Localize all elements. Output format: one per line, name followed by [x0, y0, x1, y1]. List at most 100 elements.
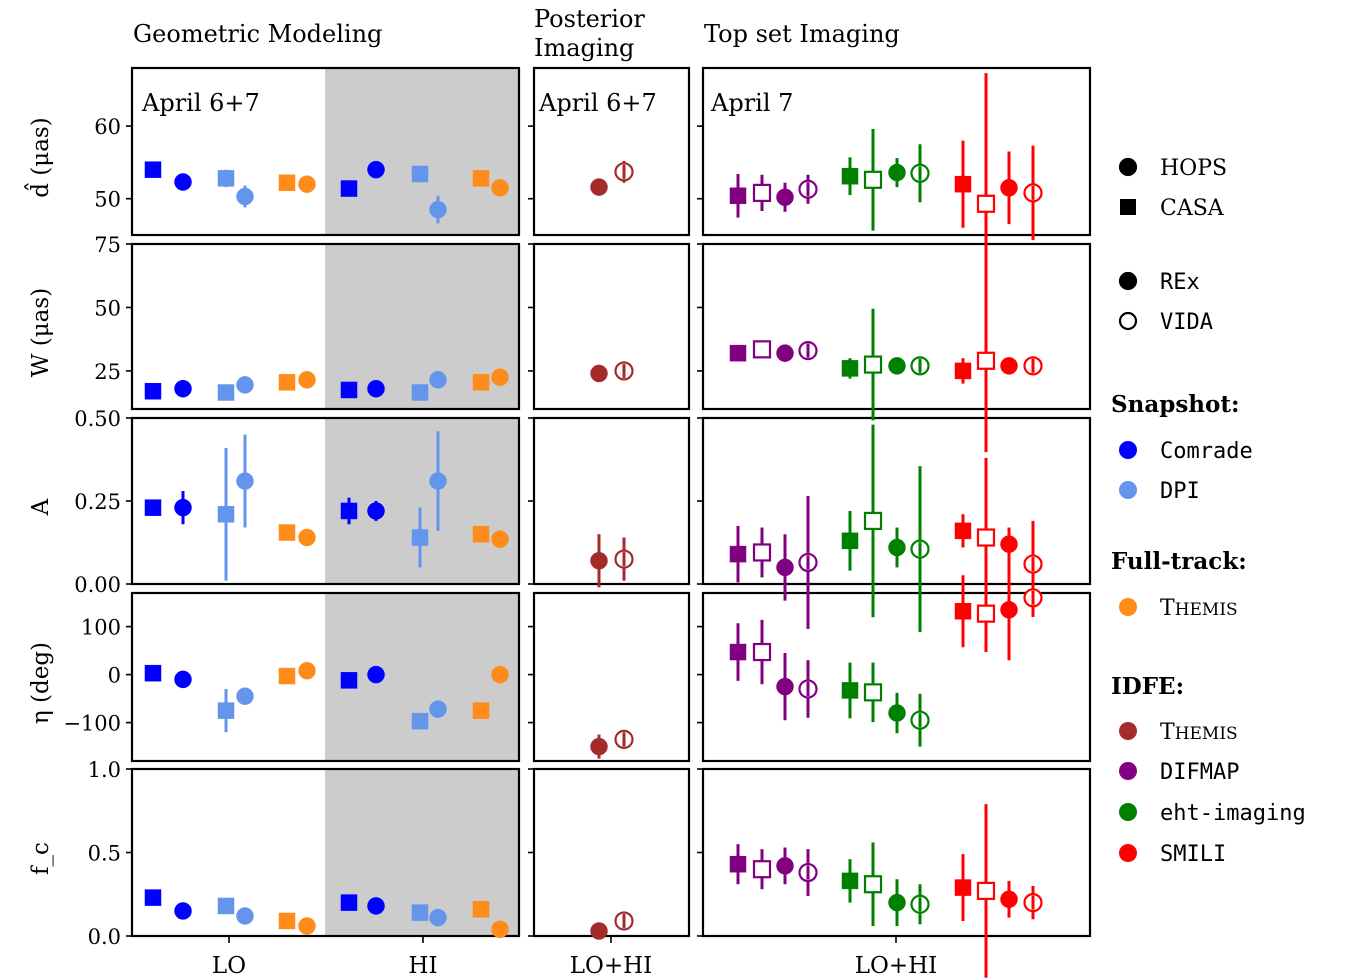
data-point — [729, 844, 747, 885]
data-point — [472, 170, 490, 187]
panel-frame — [532, 591, 691, 763]
data-point — [278, 667, 296, 685]
data-point — [614, 361, 634, 381]
y-axis-label: η (deg) — [28, 642, 54, 724]
data-point — [472, 374, 490, 391]
marker-square — [472, 702, 490, 719]
marker-square — [278, 374, 296, 391]
data-point — [491, 920, 509, 939]
marker-square — [729, 643, 747, 661]
data-point — [776, 847, 794, 885]
panel-r0-c2 — [697, 66, 1092, 237]
panel-r3-c2 — [697, 591, 1092, 763]
marker-circle — [429, 908, 447, 927]
panel-date-label: April 6+7 — [141, 89, 260, 117]
marker-square — [976, 604, 996, 623]
data-point — [491, 530, 509, 548]
panel-r2-c1 — [528, 416, 691, 586]
marker-circle — [236, 472, 254, 490]
marker-square — [411, 529, 429, 546]
data-point — [367, 665, 385, 684]
y-tick-label: 25 — [94, 360, 121, 384]
data-point — [590, 178, 608, 196]
marker-circle — [1000, 890, 1018, 909]
marker-circle — [1000, 601, 1018, 619]
data-point — [411, 507, 429, 568]
marker-square — [954, 879, 972, 896]
legend-heading: Full-track: — [1111, 548, 1247, 575]
marker-square — [278, 667, 296, 685]
data-point — [1023, 145, 1043, 241]
panel-r1-c2 — [697, 242, 1092, 411]
data-point — [798, 496, 818, 629]
marker-square — [976, 528, 996, 547]
data-point — [278, 524, 296, 541]
marker-square — [976, 881, 996, 901]
data-point — [174, 173, 192, 191]
marker-circle — [298, 175, 316, 193]
data-point — [1000, 151, 1018, 225]
data-point — [174, 902, 192, 920]
legend-label: DPI — [1160, 479, 1200, 504]
data-point — [340, 381, 358, 399]
legend-color-marker — [1119, 762, 1137, 780]
data-point — [910, 884, 930, 925]
marker-square — [752, 340, 772, 359]
data-point — [841, 157, 859, 196]
marker-square — [863, 170, 883, 189]
marker-square — [729, 545, 747, 563]
data-point — [217, 169, 235, 188]
marker-circle — [367, 160, 385, 179]
marker-square — [841, 167, 859, 185]
data-point — [954, 575, 972, 648]
panel-frame — [532, 66, 691, 237]
data-point — [491, 368, 509, 387]
legend-label: DIFMAP — [1160, 760, 1239, 785]
marker-square — [752, 860, 772, 879]
panel-r2-c2 — [697, 416, 1092, 586]
legend-label: Comrade — [1160, 439, 1253, 464]
data-point — [976, 575, 996, 653]
marker-circle — [429, 200, 447, 219]
marker-circle — [1000, 179, 1018, 197]
marker-square — [729, 855, 747, 873]
marker-circle — [491, 179, 509, 197]
y-axis-label: W (μas) — [28, 288, 54, 377]
data-point — [888, 879, 906, 926]
data-point — [144, 382, 162, 400]
data-point — [798, 341, 818, 361]
marker-square — [411, 165, 429, 183]
marker-square — [863, 511, 883, 531]
data-point — [491, 665, 509, 684]
data-point — [1000, 527, 1018, 561]
data-point — [298, 917, 316, 935]
data-point — [798, 174, 818, 204]
column-title: Geometric Modeling — [133, 20, 382, 48]
data-point — [888, 527, 906, 568]
legend-label: HOPS — [1160, 156, 1227, 181]
data-marks — [144, 73, 1043, 978]
panel-frame — [130, 242, 521, 411]
marker-circle — [236, 187, 254, 206]
y-tick-label: 50 — [94, 296, 121, 320]
marker-square — [217, 170, 235, 187]
legend-open-circle-marker — [1118, 311, 1138, 331]
data-point — [472, 702, 490, 719]
marker-square — [340, 672, 358, 689]
data-point — [429, 908, 447, 927]
data-point — [954, 140, 972, 228]
marker-square — [411, 904, 429, 921]
y-tick-label: −100 — [63, 712, 121, 736]
marker-square — [217, 506, 235, 523]
marker-circle — [590, 364, 608, 383]
panel-r0-c1 — [528, 66, 691, 237]
marker-circle — [367, 897, 385, 915]
marker-square — [472, 525, 490, 543]
marker-square — [217, 384, 235, 401]
marker-square — [144, 161, 162, 178]
marker-circle — [888, 163, 906, 182]
data-point — [298, 528, 316, 547]
marker-square — [144, 889, 162, 906]
data-point — [174, 379, 192, 398]
marker-circle — [367, 502, 385, 520]
